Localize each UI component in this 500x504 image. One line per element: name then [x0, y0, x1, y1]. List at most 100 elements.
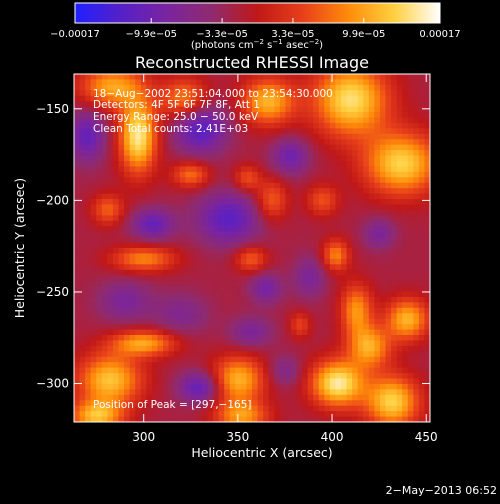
- heatmap-cell: [235, 286, 242, 293]
- heatmap-cell: [229, 209, 236, 216]
- heatmap-cell: [196, 204, 203, 211]
- heatmap-cell: [240, 155, 248, 162]
- heatmap-cell: [140, 177, 147, 184]
- heatmap-cell: [224, 383, 231, 390]
- heatmap-cell: [240, 269, 248, 276]
- heatmap-cell: [346, 280, 353, 287]
- heatmap-cell: [124, 400, 131, 407]
- heatmap-cell: [302, 150, 309, 157]
- heatmap-cell: [201, 373, 209, 380]
- heatmap-cell: [240, 313, 248, 320]
- heatmap-cell: [107, 335, 114, 342]
- heatmap-cell: [85, 269, 92, 276]
- heatmap-cell: [235, 345, 242, 352]
- heatmap-cell: [307, 166, 314, 173]
- heatmap-cell: [101, 90, 108, 97]
- heatmap-cell: [168, 324, 175, 331]
- heatmap-cell: [363, 340, 370, 347]
- heatmap-cell: [124, 215, 131, 222]
- heatmap-cell: [85, 286, 92, 293]
- heatmap-cell: [146, 383, 153, 390]
- heatmap-cell: [252, 405, 259, 412]
- heatmap-cell: [252, 253, 259, 260]
- heatmap-cell: [374, 128, 381, 135]
- heatmap-cell: [151, 367, 159, 374]
- heatmap-cell: [85, 220, 92, 227]
- heatmap-cell: [335, 166, 342, 173]
- heatmap-cell: [151, 280, 159, 287]
- heatmap-cell: [190, 166, 197, 173]
- heatmap-cell: [290, 302, 298, 309]
- heatmap-cell: [407, 112, 414, 119]
- heatmap-cell: [135, 291, 142, 298]
- heatmap-cell: [257, 242, 264, 249]
- heatmap-cell: [268, 307, 275, 314]
- heatmap-cell: [140, 275, 147, 282]
- heatmap-cell: [112, 367, 120, 374]
- heatmap-cell: [229, 204, 236, 211]
- heatmap-cell: [129, 150, 136, 157]
- heatmap-cell: [96, 237, 103, 244]
- heatmap-cell: [407, 394, 414, 401]
- heatmap-cell: [196, 356, 203, 363]
- heatmap-cell: [196, 79, 203, 86]
- heatmap-cell: [235, 144, 242, 151]
- heatmap-cell: [207, 90, 214, 97]
- info-line-counts: Clean Total counts: 2.41E+03: [93, 123, 248, 135]
- heatmap-cell: [374, 389, 381, 396]
- heatmap-cell: [424, 416, 430, 422]
- heatmap-cell: [190, 161, 197, 168]
- heatmap-cell: [418, 171, 426, 178]
- heatmap-cell: [96, 193, 103, 200]
- heatmap-cell: [163, 318, 170, 325]
- heatmap-cell: [124, 318, 131, 325]
- heatmap-cell: [396, 318, 403, 325]
- heatmap-cell: [207, 269, 214, 276]
- heatmap-cell: [402, 177, 409, 184]
- heatmap-cell: [279, 253, 286, 260]
- heatmap-cell: [201, 400, 209, 407]
- heatmap-cell: [279, 220, 286, 227]
- heatmap-cell: [357, 383, 364, 390]
- heatmap-cell: [235, 258, 242, 265]
- heatmap-cell: [224, 150, 231, 157]
- heatmap-cell: [201, 378, 209, 385]
- heatmap-cell: [118, 226, 125, 233]
- heatmap-cell: [218, 95, 225, 102]
- heatmap-cell: [363, 79, 370, 86]
- heatmap-cell: [157, 302, 164, 309]
- heatmap-cell: [313, 122, 320, 129]
- heatmap-cell: [396, 324, 403, 331]
- heatmap-cell: [424, 258, 430, 265]
- heatmap-cell: [313, 351, 320, 358]
- heatmap-cell: [90, 296, 97, 303]
- heatmap-cell: [124, 253, 131, 260]
- heatmap-cell: [157, 128, 164, 135]
- heatmap-cell: [263, 335, 270, 342]
- heatmap-cell: [235, 90, 242, 97]
- heatmap-cell: [341, 139, 348, 146]
- heatmap-cell: [112, 264, 120, 271]
- heatmap-cell: [346, 335, 353, 342]
- heatmap-cell: [118, 275, 125, 282]
- heatmap-cell: [352, 161, 359, 168]
- heatmap-cell: [385, 182, 392, 189]
- heatmap-cell: [235, 378, 242, 385]
- heatmap-cell: [318, 400, 325, 407]
- heatmap-cell: [285, 264, 292, 271]
- heatmap-cell: [268, 340, 275, 347]
- heatmap-cell: [79, 231, 86, 238]
- heatmap-cell: [118, 133, 125, 140]
- heatmap-cell: [107, 166, 114, 173]
- heatmap-cell: [396, 411, 403, 418]
- heatmap-cell: [124, 389, 131, 396]
- heatmap-cell: [346, 318, 353, 325]
- heatmap-cell: [329, 340, 337, 347]
- heatmap-cell: [391, 400, 398, 407]
- heatmap-cell: [274, 356, 281, 363]
- heatmap-cell: [107, 209, 114, 216]
- heatmap-cell: [363, 177, 370, 184]
- heatmap-cell: [218, 144, 225, 151]
- heatmap-cell: [74, 226, 81, 233]
- heatmap-cell: [285, 378, 292, 385]
